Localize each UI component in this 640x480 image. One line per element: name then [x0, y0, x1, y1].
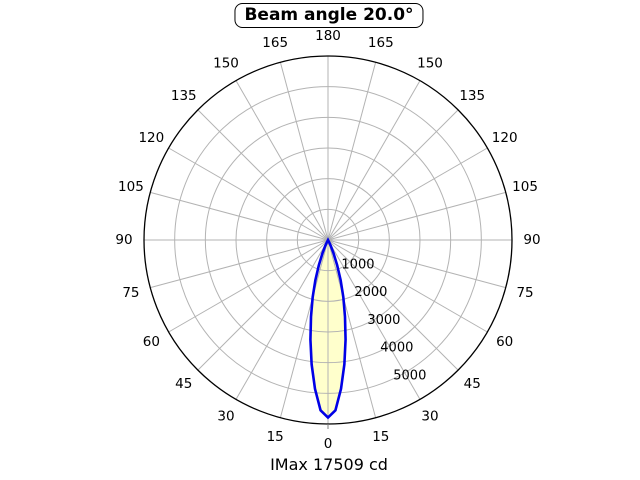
angle-tick-label: 60	[496, 334, 513, 350]
chart-title-box: Beam angle 20.0°	[234, 3, 424, 28]
imax-label: IMax 17509 cd	[270, 455, 388, 474]
angle-tick-label: 30	[217, 409, 234, 425]
angle-tick-label: 165	[262, 35, 288, 51]
radius-tick-label: 5000	[393, 368, 426, 383]
angle-tick-label: 135	[459, 88, 485, 104]
angle-tick-label: 60	[143, 334, 160, 350]
angle-tick-label: 15	[372, 429, 389, 445]
angle-tick-label: 105	[512, 179, 538, 195]
angle-tick-label: 45	[464, 376, 481, 392]
radius-tick-label: 4000	[380, 341, 413, 356]
radius-gridline	[266, 178, 390, 302]
angle-tick-label: 0	[324, 436, 333, 452]
radius-tick-label: 2000	[354, 285, 387, 300]
radius-gridline	[174, 86, 482, 394]
angle-tick-label: 120	[492, 130, 518, 146]
beam-lobe-outline	[309, 237, 347, 420]
angle-tick-label: 90	[523, 232, 540, 248]
angle-tick-label: 105	[118, 179, 144, 195]
angle-tick-label: 120	[138, 130, 164, 146]
radius-tick-label: 3000	[367, 313, 400, 328]
angle-tick-label: 75	[122, 285, 139, 301]
radius-gridline	[204, 116, 452, 364]
radius-gridline	[235, 147, 421, 333]
angle-tick-label: 15	[267, 429, 284, 445]
radius-tick-label: 1000	[341, 257, 374, 272]
angle-tick-label: 45	[175, 376, 192, 392]
chart-title: Beam angle 20.0°	[244, 5, 414, 25]
radius-gridline	[296, 208, 360, 272]
angle-tick-label: 180	[315, 28, 341, 44]
angle-tick-label: 150	[213, 55, 239, 71]
angle-tick-label: 165	[368, 35, 394, 51]
angle-tick-label: 75	[516, 285, 533, 301]
angle-tick-label: 90	[115, 232, 132, 248]
angle-tick-label: 135	[171, 88, 197, 104]
angle-tick-label: 30	[421, 409, 438, 425]
angle-tick-label: 150	[417, 55, 443, 71]
